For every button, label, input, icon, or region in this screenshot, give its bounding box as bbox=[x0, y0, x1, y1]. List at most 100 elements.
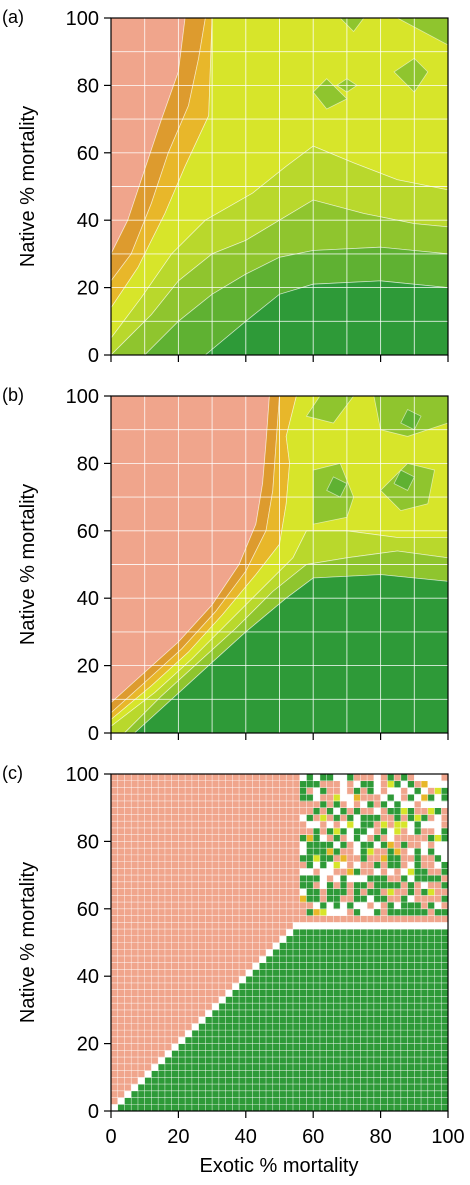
heatmap-cell bbox=[239, 955, 247, 964]
heatmap-cell bbox=[346, 774, 354, 782]
heatmap-cell bbox=[326, 1097, 334, 1105]
heatmap-cell bbox=[367, 976, 375, 984]
heatmap-cell bbox=[400, 1009, 408, 1017]
heatmap-cell bbox=[400, 861, 408, 869]
heatmap-cell bbox=[171, 915, 179, 923]
heatmap-cell bbox=[441, 989, 449, 997]
heatmap-cell bbox=[117, 1023, 125, 1031]
heatmap-cell bbox=[427, 962, 435, 970]
heatmap-cell bbox=[144, 881, 152, 889]
heatmap-cell bbox=[400, 807, 408, 815]
heatmap-cell bbox=[144, 922, 152, 930]
heatmap-cell bbox=[380, 787, 388, 795]
heatmap-cell bbox=[218, 1104, 226, 1112]
heatmap-cell bbox=[137, 794, 145, 802]
heatmap-cell bbox=[407, 841, 415, 849]
heatmap-cell bbox=[313, 861, 321, 869]
heatmap-cell bbox=[239, 814, 247, 822]
heatmap-cell bbox=[137, 962, 145, 970]
heatmap-cell bbox=[266, 1104, 274, 1112]
y-tick-label: 80 bbox=[77, 75, 99, 97]
heatmap-cell bbox=[171, 922, 179, 930]
heatmap-cell bbox=[286, 1090, 294, 1098]
heatmap-cell bbox=[326, 1036, 334, 1044]
heatmap-cell bbox=[394, 908, 402, 916]
heatmap-cell bbox=[259, 915, 267, 923]
heatmap-cell bbox=[306, 969, 314, 977]
heatmap-cell bbox=[360, 794, 368, 802]
heatmap-cell bbox=[239, 1070, 247, 1078]
heatmap-cell bbox=[131, 922, 139, 930]
heatmap-cell bbox=[279, 1003, 287, 1011]
heatmap-cell bbox=[367, 922, 375, 930]
heatmap-cell bbox=[360, 895, 368, 903]
heatmap-cell bbox=[326, 1084, 334, 1092]
heatmap-cell bbox=[421, 1003, 429, 1011]
heatmap-cell bbox=[367, 787, 375, 795]
heatmap-cell bbox=[306, 861, 314, 869]
heatmap-cell bbox=[340, 861, 348, 869]
heatmap-cell bbox=[353, 949, 361, 957]
heatmap-cell bbox=[441, 1097, 449, 1105]
heatmap-cell bbox=[137, 861, 145, 869]
heatmap-cell bbox=[279, 976, 287, 984]
heatmap-cell bbox=[218, 1077, 226, 1085]
heatmap-cell bbox=[266, 915, 274, 923]
heatmap-cell bbox=[360, 774, 368, 782]
heatmap-cell bbox=[218, 807, 226, 815]
heatmap-cell bbox=[292, 834, 301, 842]
heatmap-cell bbox=[205, 902, 213, 910]
heatmap-cell bbox=[427, 1016, 435, 1024]
heatmap-cell bbox=[239, 1009, 247, 1017]
heatmap-cell bbox=[299, 1090, 307, 1098]
heatmap-cell bbox=[340, 976, 348, 984]
heatmap-cell bbox=[245, 962, 253, 970]
heatmap-cell bbox=[313, 915, 321, 923]
heatmap-cell bbox=[137, 814, 145, 822]
heatmap-cell bbox=[313, 1084, 321, 1092]
heatmap-cell bbox=[158, 962, 166, 970]
heatmap-cell bbox=[319, 962, 327, 970]
heatmap-cell bbox=[387, 787, 395, 795]
heatmap-cell bbox=[117, 1050, 125, 1058]
heatmap-cell bbox=[239, 861, 247, 869]
heatmap-cell bbox=[137, 935, 145, 943]
heatmap-cell bbox=[137, 908, 145, 916]
heatmap-cell bbox=[158, 949, 166, 957]
heatmap-cell bbox=[171, 848, 179, 856]
heatmap-cell bbox=[360, 942, 368, 950]
heatmap-cell bbox=[212, 1009, 220, 1017]
heatmap-cell bbox=[400, 1030, 408, 1038]
heatmap-cell bbox=[279, 1023, 287, 1031]
heatmap-cell bbox=[421, 774, 429, 782]
heatmap-cell bbox=[421, 1016, 429, 1024]
heatmap-cell bbox=[151, 935, 159, 943]
heatmap-cell bbox=[434, 908, 442, 916]
heatmap-cell bbox=[191, 821, 199, 829]
heatmap-cell bbox=[212, 1003, 220, 1011]
heatmap-cell bbox=[367, 1016, 375, 1024]
heatmap-cell bbox=[326, 827, 334, 835]
heatmap-cell bbox=[171, 969, 179, 977]
heatmap-cell bbox=[367, 780, 375, 788]
heatmap-cell bbox=[252, 1016, 260, 1024]
heatmap-cell bbox=[319, 800, 327, 808]
heatmap-cell bbox=[212, 1084, 220, 1092]
heatmap-cell bbox=[427, 780, 435, 788]
heatmap-cell bbox=[373, 1043, 381, 1051]
heatmap-cell bbox=[272, 1043, 280, 1051]
heatmap-cell bbox=[353, 962, 361, 970]
heatmap-cell bbox=[131, 915, 139, 923]
heatmap-cell bbox=[407, 915, 415, 923]
heatmap-cell bbox=[367, 841, 375, 849]
heatmap-cell bbox=[387, 800, 395, 808]
heatmap-cell bbox=[137, 875, 145, 883]
heatmap-cell bbox=[380, 875, 388, 883]
heatmap-cell bbox=[259, 1050, 267, 1058]
heatmap-cell bbox=[333, 827, 341, 835]
heatmap-cell bbox=[191, 922, 199, 930]
heatmap-cell bbox=[346, 800, 354, 808]
heatmap-cell bbox=[367, 821, 375, 829]
heatmap-cell bbox=[272, 989, 280, 997]
heatmap-cell bbox=[117, 834, 125, 842]
